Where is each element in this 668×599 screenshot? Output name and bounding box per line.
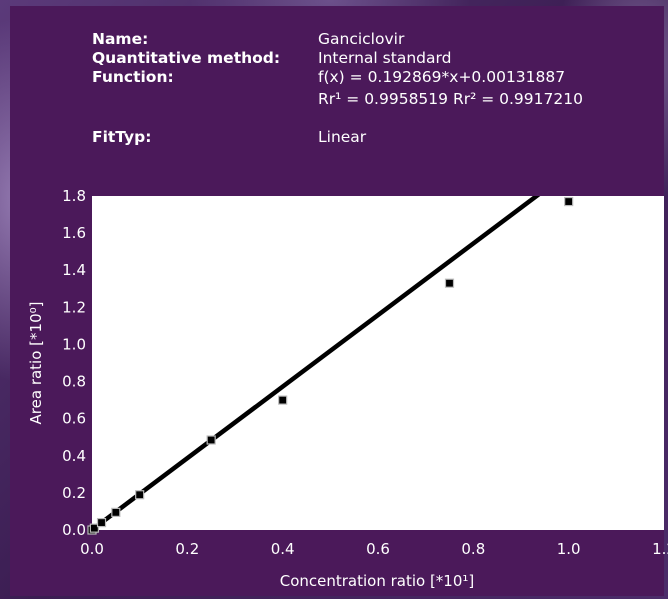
x-tick-label: 0.6	[366, 540, 390, 558]
y-tick-label: 0.4	[62, 447, 86, 465]
info-block: Name: Ganciclovir Quantitative method: I…	[92, 30, 652, 180]
data-point-3	[111, 507, 121, 517]
method-value: Internal standard	[318, 49, 452, 67]
y-tick-label: 0.6	[62, 410, 86, 428]
data-point-2	[96, 517, 107, 528]
plot-area	[92, 196, 664, 530]
x-tick-label: 0.0	[80, 540, 104, 558]
y-axis-label: Area ratio [*10⁰]	[27, 302, 45, 425]
y-tick-label: 0.8	[62, 373, 86, 391]
fit-type-value: Linear	[318, 128, 367, 146]
x-tick-label: 0.4	[271, 540, 295, 558]
y-tick-label: 1.6	[62, 224, 86, 242]
data-point-7	[444, 278, 455, 288]
fit-type-label: FitTyp:	[92, 128, 152, 146]
x-tick-label: 1.0	[557, 540, 581, 558]
function-value: f(x) = 0.192869*x+0.00131887	[318, 68, 566, 86]
data-point-1	[89, 523, 99, 533]
name-value: Ganciclovir	[318, 30, 405, 48]
name-label: Name:	[92, 30, 149, 48]
x-axis-label: Concentration ratio [*10¹]	[280, 572, 475, 590]
correlation-values: Rr¹ = 0.9958519 Rr² = 0.9917210	[318, 90, 583, 108]
data-point-6	[278, 395, 288, 405]
y-tick-label: 1.8	[62, 187, 86, 205]
x-tick-label: 0.2	[175, 540, 199, 558]
y-tick-label: 0.0	[62, 521, 86, 539]
x-tick-label: 0.8	[461, 540, 485, 558]
function-label: Function:	[92, 68, 174, 86]
data-point-4	[135, 490, 145, 500]
data-point-5	[206, 435, 216, 445]
method-label: Quantitative method:	[92, 49, 281, 67]
y-tick-label: 1.0	[62, 335, 86, 353]
regression-line	[92, 196, 541, 530]
y-tick-label: 1.4	[62, 261, 86, 279]
x-tick-label: 1.2	[652, 540, 668, 558]
y-tick-label: 0.2	[62, 484, 86, 502]
y-tick-label: 1.2	[62, 298, 86, 316]
data-point-8	[564, 196, 574, 207]
